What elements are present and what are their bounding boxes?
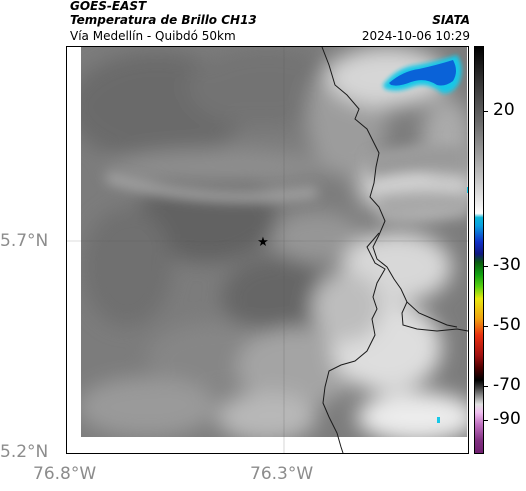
no-data-margin-left	[67, 47, 81, 453]
organization-label: SIATA	[432, 13, 470, 27]
colorbar-label: 20	[493, 100, 515, 120]
cold-cloud-top	[383, 55, 468, 423]
lon-label-76-8: 76.8°W	[33, 464, 97, 484]
colorbar-tick	[484, 386, 488, 387]
timestamp-label: 2024-10-06 10:29	[361, 29, 470, 43]
location-subtitle: Vía Medellín - Quibdó 50km	[70, 29, 236, 43]
lat-label-5-7: 5.7°N	[0, 231, 49, 251]
lon-label-76-3: 76.3°W	[250, 464, 314, 484]
satellite-map[interactable]: ★	[66, 46, 469, 454]
colorbar-label: -30	[493, 255, 521, 275]
border-lines	[321, 47, 468, 453]
colorbar-label: -50	[493, 315, 521, 335]
colorbar-label: -70	[493, 375, 521, 395]
colorbar	[474, 46, 484, 454]
brightness-temperature-image: ★	[67, 47, 468, 453]
no-data-margin-bottom	[67, 437, 468, 453]
lat-label-5-2: 5.2°N	[0, 442, 49, 462]
colorbar-tick	[484, 111, 488, 112]
gridlines	[67, 47, 468, 453]
colorbar-tick	[484, 266, 488, 267]
location-marker-star[interactable]: ★	[257, 235, 269, 250]
product-title: Temperatura de Brillo CH13	[70, 13, 257, 27]
satellite-title: GOES-EAST	[70, 0, 147, 13]
colorbar-tick	[484, 326, 488, 327]
colorbar-tick	[484, 420, 488, 421]
cloud-bands	[105, 145, 467, 222]
colorbar-label: -90	[493, 409, 521, 429]
